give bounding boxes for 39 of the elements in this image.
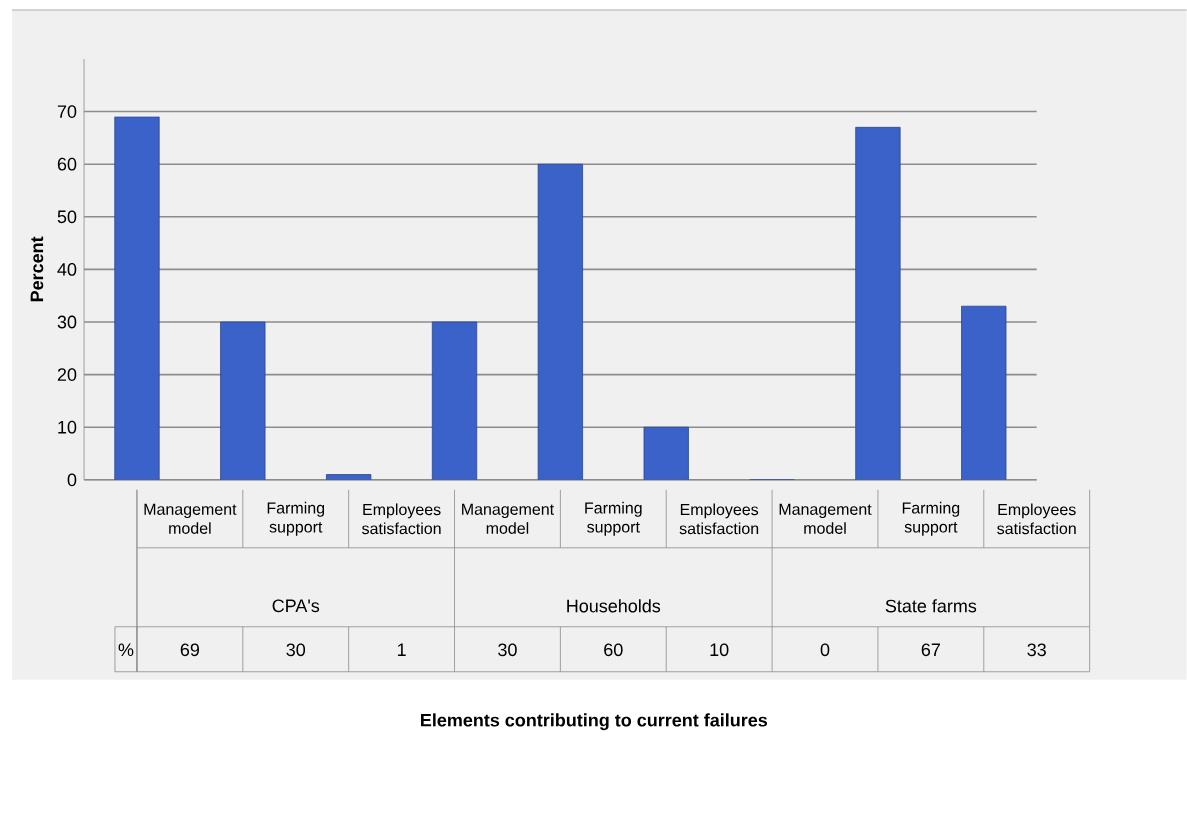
text: Elements contributing to current failures	[421, 713, 768, 731]
bar	[431, 321, 478, 480]
x-tick-label: Farming support	[585, 501, 642, 536]
x-tick-label: Farming support	[902, 501, 960, 536]
y-tick-label: 20	[57, 368, 77, 382]
data-label: 30	[498, 643, 517, 657]
data-label: 10	[710, 643, 729, 657]
x-tick-label: Management model	[779, 503, 872, 535]
x-tick-label: Employees satisfaction	[679, 503, 759, 535]
y-tick-label: 30	[57, 315, 77, 329]
x-tick-label: Management model	[144, 503, 237, 535]
bar	[114, 116, 160, 480]
x-tick-label: Employees satisfaction	[997, 503, 1076, 535]
bar	[961, 305, 1007, 480]
y-tick-label: 60	[57, 157, 77, 171]
data-label: 69	[180, 643, 200, 657]
y-tick-label: 40	[57, 263, 77, 276]
text: %	[118, 643, 134, 657]
data-label: 60	[604, 643, 623, 657]
bar	[643, 426, 689, 480]
bar	[855, 127, 901, 480]
x-tick-label: Employees satisfaction	[362, 503, 441, 535]
y-tick-label: 0	[67, 473, 77, 487]
data-label: 0	[820, 643, 830, 657]
x-tick-label: Management model	[462, 503, 554, 535]
bar	[537, 163, 583, 480]
y-tick-label: 50	[57, 210, 77, 224]
data-label: 30	[286, 643, 306, 657]
y-tick-label: 10	[58, 420, 77, 434]
text: Households	[567, 599, 661, 613]
y-tick-label: 70	[57, 105, 77, 119]
x-tick-label: Farming support	[267, 501, 325, 536]
data-label: 33	[1027, 643, 1046, 657]
y-axis-title: Percent	[30, 236, 44, 302]
bar	[220, 321, 266, 480]
data-label: 1	[397, 643, 406, 657]
text: CPA's	[272, 599, 320, 613]
text: State farms	[885, 599, 977, 613]
data-label: 67	[921, 643, 940, 657]
